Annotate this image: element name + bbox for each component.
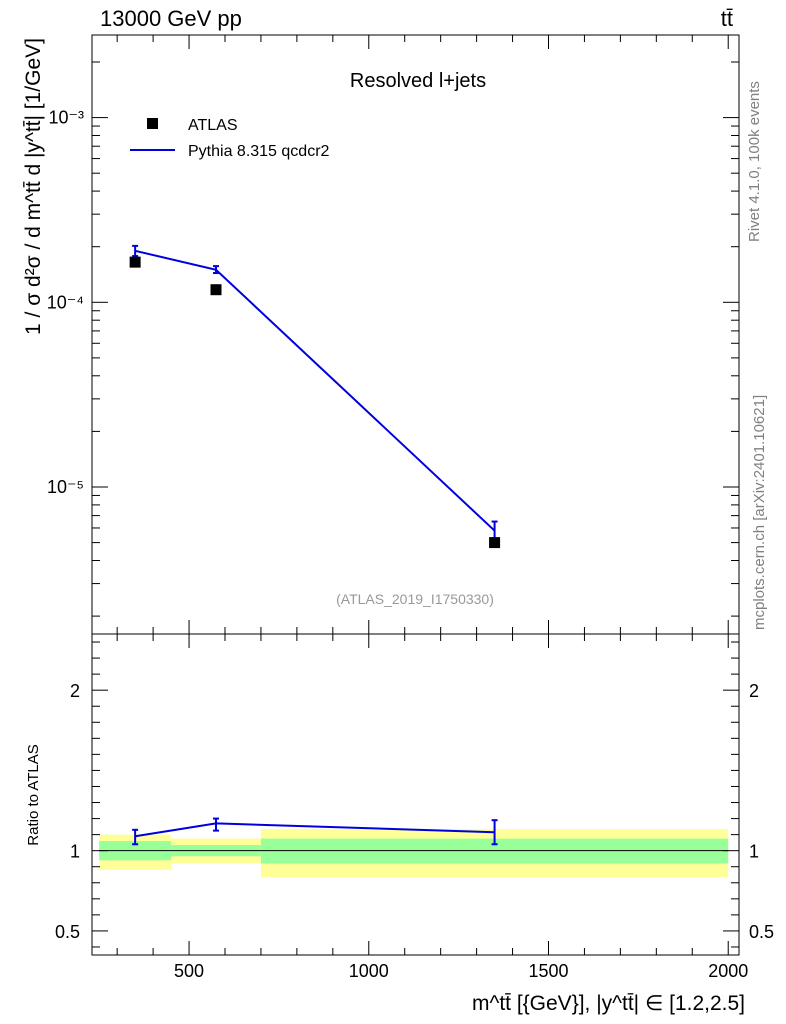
main-y-tick-label: 10⁻³ [48, 108, 84, 128]
atlas-data-point [489, 537, 501, 549]
ratio-y-tick-label-right: 0.5 [749, 922, 774, 942]
main-y-axis-label: 1 / σ d²σ / d m^tt̄ d |y^tt̄| [1/GeV] [22, 38, 45, 335]
x-tick-label: 1500 [528, 961, 568, 981]
ratio-y-tick-label: 0.5 [55, 922, 80, 942]
ratio-y-tick-label-right: 1 [749, 842, 759, 862]
x-axis-label: m^tt̄ [{GeV}], |y^tt̄| ∈ [1.2,2.5] [472, 992, 745, 1015]
main-y-tick-label: 10⁻⁴ [47, 292, 84, 312]
ratio-bands [99, 829, 729, 878]
main-title: Resolved l+jets [350, 70, 486, 92]
atlas-data-point [129, 256, 141, 268]
ratio-y-tick-label-right: 2 [749, 681, 759, 701]
x-tick-label: 500 [174, 961, 204, 981]
energy-label: 13000 GeV pp [100, 6, 242, 31]
ratio-series [132, 817, 498, 846]
legend: ATLAS Pythia 8.315 qcdcr2 [130, 117, 330, 160]
ratio-y-axis-label: Ratio to ATLAS [25, 744, 42, 845]
legend-atlas-marker [147, 118, 158, 129]
ratio-y-tick-label: 1 [70, 842, 80, 862]
main-y-tick-label: 10⁻⁵ [47, 477, 84, 497]
analysis-watermark: (ATLAS_2019_I1750330) [336, 591, 494, 607]
ratio-frame [91, 633, 740, 956]
x-tick-label: 2000 [708, 961, 748, 981]
legend-atlas-label: ATLAS [188, 117, 238, 134]
x-tick-label: 1000 [349, 961, 389, 981]
main-ticks: 10⁻³ 10⁻⁴ 10⁻⁵ [47, 35, 739, 634]
atlas-data-point [210, 284, 222, 296]
pythia-line [134, 249, 496, 532]
rivet-label: Rivet 4.1.0, 100k events [746, 81, 763, 242]
ratio-y-tick-label: 2 [70, 681, 80, 701]
process-label: tt̄ [721, 6, 733, 31]
mcplots-label: mcplots.cern.ch [arXiv:2401.10621] [751, 395, 768, 630]
main-series [129, 244, 501, 549]
main-panel: 10⁻³ 10⁻⁴ 10⁻⁵ Resolved l+jets (ATLAS_2019… [22, 34, 740, 635]
legend-pythia-label: Pythia 8.315 qcdcr2 [188, 143, 330, 160]
